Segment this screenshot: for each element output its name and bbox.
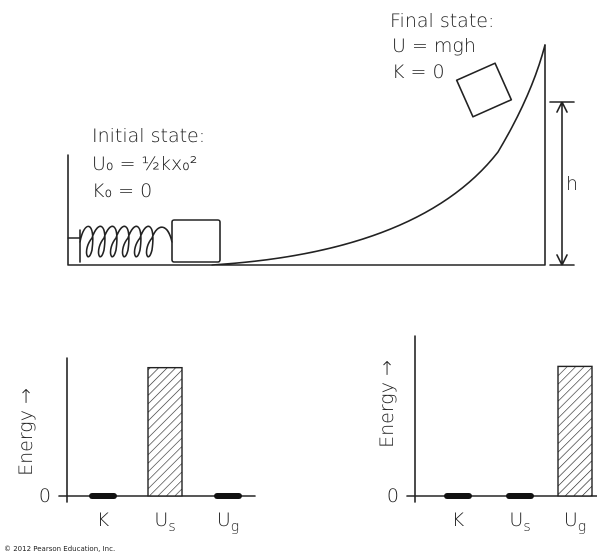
x-tick-label: Us — [154, 509, 175, 535]
initial-title: Initial state: — [92, 125, 205, 147]
spring — [80, 226, 172, 256]
ramp — [212, 45, 545, 265]
y-tick-label: 0 — [387, 485, 399, 507]
y-axis-label: Energy → — [376, 360, 398, 448]
y-tick-label: 0 — [39, 485, 51, 507]
bar — [558, 366, 592, 496]
category-subscript: s — [168, 519, 175, 535]
copyright: © 2012 Pearson Education, Inc. — [4, 545, 115, 553]
final-title: Final state: — [390, 10, 494, 32]
x-tick-label: K — [97, 509, 110, 531]
category-text: K — [452, 509, 465, 531]
height-label: h — [566, 173, 578, 195]
category-text: U — [154, 509, 168, 531]
category-text: K — [97, 509, 110, 531]
x-tick-label: Us — [509, 509, 530, 535]
category-text: U — [509, 509, 523, 531]
initial-line: K₀ = 0 — [92, 180, 152, 202]
block — [172, 220, 220, 262]
scene: h Initial state: U₀ = ½kx₀² K₀ = 0 Final… — [68, 10, 578, 265]
category-subscript: g — [578, 519, 586, 535]
initial-line: U₀ = ½kx₀² — [92, 153, 197, 175]
block-raised — [457, 63, 512, 117]
spring-mount — [68, 230, 80, 262]
y-axis-label: Energy → — [15, 388, 37, 476]
category-text: U — [564, 509, 578, 531]
x-tick-label: K — [452, 509, 465, 531]
x-tick-label: Ug — [217, 509, 239, 535]
final-line: U = mgh — [392, 35, 476, 57]
bar — [148, 368, 182, 496]
figure: h Initial state: U₀ = ½kx₀² K₀ = 0 Final… — [0, 0, 597, 556]
final-line: K = 0 — [392, 61, 445, 83]
category-text: U — [217, 509, 231, 531]
x-tick-label: Ug — [564, 509, 586, 535]
category-subscript: s — [523, 519, 530, 535]
category-subscript: g — [231, 519, 239, 535]
